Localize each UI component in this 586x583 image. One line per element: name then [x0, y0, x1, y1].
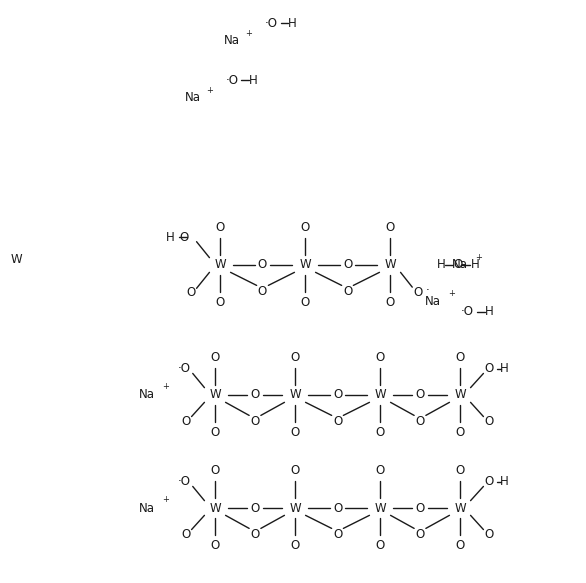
Text: W: W [384, 258, 396, 272]
Text: ·O: ·O [178, 475, 190, 489]
Text: +: + [162, 382, 169, 391]
Text: H: H [288, 17, 297, 30]
Text: W: W [374, 388, 386, 402]
Text: O: O [210, 463, 220, 477]
Text: O: O [376, 426, 384, 440]
Text: O: O [485, 475, 494, 489]
Text: O: O [333, 528, 342, 541]
Text: O: O [386, 296, 394, 310]
Text: O: O [455, 539, 465, 553]
Text: O: O [258, 258, 267, 272]
Text: O: O [333, 415, 342, 428]
Text: O: O [455, 350, 465, 364]
Text: O: O [333, 501, 342, 515]
Text: O: O [179, 230, 188, 244]
Text: O: O [210, 426, 220, 440]
Text: O: O [250, 415, 260, 428]
Text: Na: Na [185, 92, 200, 104]
Text: ·O: ·O [226, 74, 239, 87]
Text: O: O [250, 388, 260, 402]
Text: O: O [485, 528, 494, 541]
Text: +: + [448, 289, 455, 297]
Text: O: O [210, 539, 220, 553]
Text: O: O [415, 415, 425, 428]
Text: H: H [249, 74, 258, 87]
Text: O: O [291, 539, 299, 553]
Text: ·: · [426, 283, 430, 297]
Text: O: O [291, 426, 299, 440]
Text: +: + [162, 495, 169, 504]
Text: O: O [291, 463, 299, 477]
Text: H: H [166, 230, 175, 244]
Text: W: W [11, 253, 22, 266]
Text: +: + [245, 29, 252, 38]
Text: +: + [206, 86, 213, 95]
Text: O: O [415, 501, 425, 515]
Text: O: O [181, 415, 190, 428]
Text: O: O [376, 350, 384, 364]
Text: O: O [485, 362, 494, 375]
Text: O: O [453, 258, 462, 272]
Text: O: O [301, 220, 309, 234]
Text: O: O [413, 286, 422, 300]
Text: O: O [415, 388, 425, 402]
Text: O: O [376, 539, 384, 553]
Text: O: O [343, 258, 352, 272]
Text: Na: Na [139, 388, 155, 402]
Text: O: O [216, 296, 224, 310]
Text: O: O [216, 220, 224, 234]
Text: O: O [258, 285, 267, 298]
Text: W: W [289, 501, 301, 515]
Text: O: O [250, 528, 260, 541]
Text: W: W [209, 501, 221, 515]
Text: Na: Na [452, 258, 468, 272]
Text: Na: Na [139, 501, 155, 515]
Text: Na: Na [224, 34, 240, 47]
Text: W: W [454, 501, 466, 515]
Text: H: H [471, 258, 479, 272]
Text: W: W [209, 388, 221, 402]
Text: W: W [454, 388, 466, 402]
Text: O: O [455, 426, 465, 440]
Text: O: O [250, 501, 260, 515]
Text: O: O [455, 463, 465, 477]
Text: W: W [214, 258, 226, 272]
Text: H: H [485, 305, 493, 318]
Text: W: W [374, 501, 386, 515]
Text: O: O [386, 220, 394, 234]
Text: W: W [289, 388, 301, 402]
Text: H: H [500, 362, 508, 375]
Text: ·O: ·O [265, 17, 278, 30]
Text: H: H [500, 475, 508, 489]
Text: ·O: ·O [461, 305, 474, 318]
Text: Na: Na [425, 295, 441, 308]
Text: ·O: ·O [178, 362, 190, 375]
Text: W: W [299, 258, 311, 272]
Text: O: O [343, 285, 352, 298]
Text: O: O [181, 528, 190, 541]
Text: O: O [333, 388, 342, 402]
Text: O: O [415, 528, 425, 541]
Text: H: H [437, 258, 445, 272]
Text: O: O [291, 350, 299, 364]
Text: O: O [376, 463, 384, 477]
Text: O: O [210, 350, 220, 364]
Text: +: + [475, 254, 482, 262]
Text: O: O [186, 286, 195, 300]
Text: O: O [301, 296, 309, 310]
Text: O: O [485, 415, 494, 428]
